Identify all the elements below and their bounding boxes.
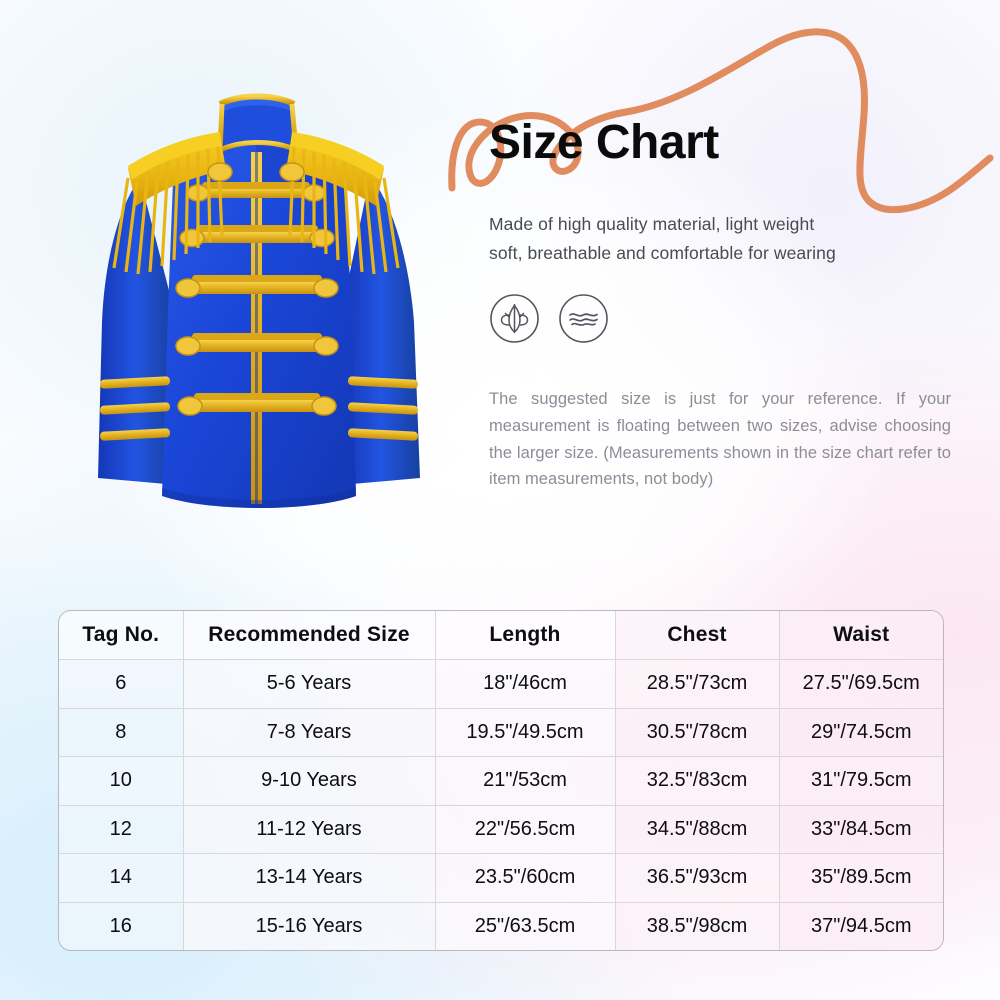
info-column: Size Chart Made of high quality material… <box>489 116 959 509</box>
feature-description: Made of high quality material, light wei… <box>489 210 959 267</box>
table-row: 6 5-6 Years 18"/46cm 28.5"/73cm 27.5"/69… <box>59 659 943 709</box>
cell-size: 9-10 Years <box>183 756 436 806</box>
left-epaulette <box>112 132 226 275</box>
cell-length: 22"/56.5cm <box>435 805 616 854</box>
cell-size: 15-16 Years <box>183 902 436 950</box>
cell-chest: 28.5"/73cm <box>615 659 780 709</box>
cell-chest: 34.5"/88cm <box>615 805 780 854</box>
cell-chest: 38.5"/98cm <box>615 902 780 950</box>
cell-waist: 31"/79.5cm <box>779 756 943 806</box>
cell-waist: 33"/84.5cm <box>779 805 943 854</box>
breathable-fabric-icon <box>489 293 540 344</box>
feature-line-2: soft, breathable and comfortable for wea… <box>489 242 836 263</box>
decorative-squiggle <box>430 10 1000 240</box>
column-header-length: Length <box>435 611 616 660</box>
cell-length: 19.5"/49.5cm <box>435 708 616 757</box>
cell-waist: 35"/89.5cm <box>779 853 943 903</box>
measurement-disclaimer: The suggested size is just for your refe… <box>489 390 951 489</box>
washable-wave-icon <box>558 293 609 344</box>
cell-length: 23.5"/60cm <box>435 853 616 903</box>
feature-badge-row <box>489 293 959 344</box>
cell-size: 13-14 Years <box>183 853 436 903</box>
cell-tag-no: 16 <box>59 902 184 950</box>
size-chart-table: Tag No. Recommended Size Length Chest Wa… <box>58 610 944 951</box>
table-row: 14 13-14 Years 23.5"/60cm 36.5"/93cm 35"… <box>59 853 943 903</box>
table-row: 16 15-16 Years 25"/63.5cm 38.5"/98cm 37"… <box>59 902 943 950</box>
cell-waist: 37"/94.5cm <box>779 902 943 950</box>
table-row: 12 11-12 Years 22"/56.5cm 34.5"/88cm 33"… <box>59 805 943 854</box>
cell-waist: 27.5"/69.5cm <box>779 659 943 709</box>
column-header-waist: Waist <box>779 611 943 660</box>
cell-chest: 32.5"/83cm <box>615 756 780 806</box>
page-title: Size Chart <box>489 116 719 169</box>
table-body: 6 5-6 Years 18"/46cm 28.5"/73cm 27.5"/69… <box>59 659 943 950</box>
column-header-chest: Chest <box>615 611 780 660</box>
cell-tag-no: 8 <box>59 708 184 757</box>
column-header-recommended-size: Recommended Size <box>183 611 436 660</box>
table-header: Tag No. Recommended Size Length Chest Wa… <box>59 611 943 660</box>
column-header-tag-no: Tag No. <box>59 611 184 660</box>
size-table: Tag No. Recommended Size Length Chest Wa… <box>59 611 943 950</box>
cell-length: 25"/63.5cm <box>435 902 616 950</box>
cell-size: 7-8 Years <box>183 708 436 757</box>
cell-tag-no: 10 <box>59 756 184 806</box>
cell-length: 21"/53cm <box>435 756 616 806</box>
cell-tag-no: 14 <box>59 853 184 903</box>
feature-line-1: Made of high quality material, light wei… <box>489 214 815 235</box>
cell-size: 11-12 Years <box>183 805 436 854</box>
cell-tag-no: 6 <box>59 659 184 709</box>
table-row: 8 7-8 Years 19.5"/49.5cm 30.5"/78cm 29"/… <box>59 708 943 757</box>
cell-chest: 36.5"/93cm <box>615 853 780 903</box>
cell-tag-no: 12 <box>59 805 184 854</box>
product-image-jacket <box>70 60 450 540</box>
right-epaulette <box>286 132 400 275</box>
cell-chest: 30.5"/78cm <box>615 708 780 757</box>
table-row: 10 9-10 Years 21"/53cm 32.5"/83cm 31"/79… <box>59 756 943 806</box>
table-header-row: Tag No. Recommended Size Length Chest Wa… <box>59 611 943 660</box>
cell-length: 18"/46cm <box>435 659 616 709</box>
cell-waist: 29"/74.5cm <box>779 708 943 757</box>
cell-size: 5-6 Years <box>183 659 436 709</box>
